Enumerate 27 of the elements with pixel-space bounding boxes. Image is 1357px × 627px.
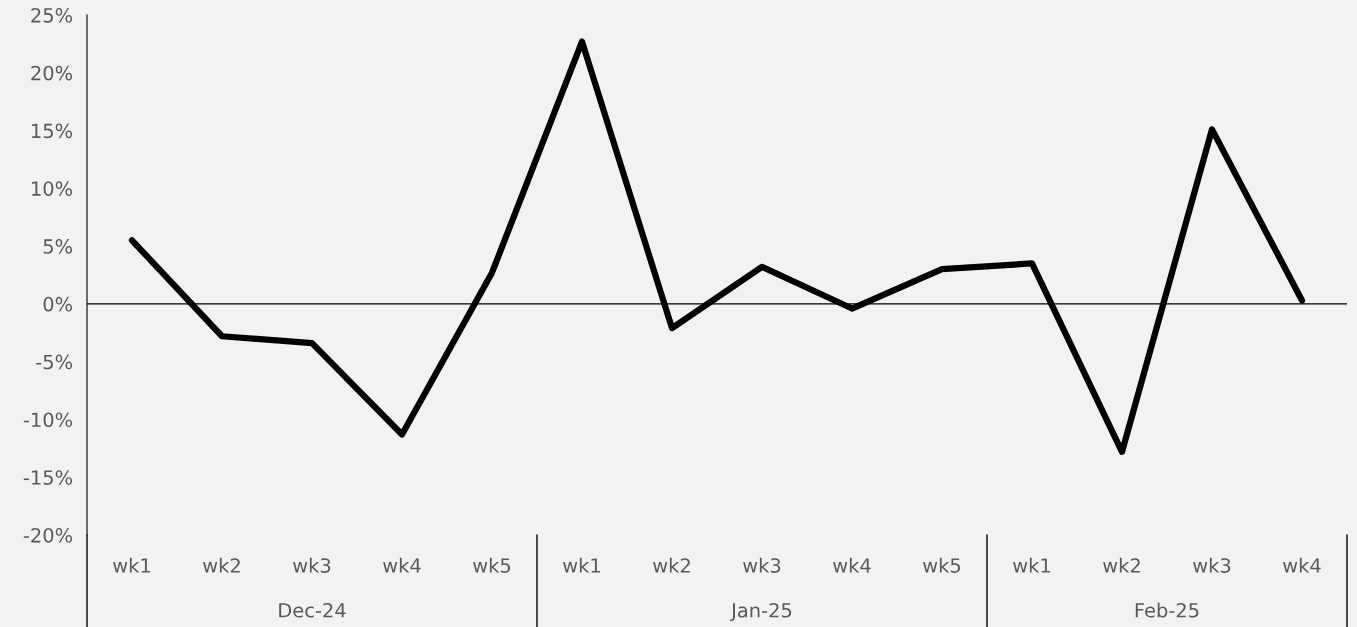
x-tick-label: wk5	[923, 557, 961, 573]
x-tick-label: wk1	[1013, 557, 1050, 573]
y-tick-label: 15%	[32, 123, 73, 139]
y-tick-label: -5%	[36, 354, 73, 370]
text: Jan-25	[730, 602, 792, 622]
y-tick-label: -15%	[23, 470, 73, 485]
x-tick-label: wk4	[383, 557, 421, 573]
x-tick-label: wk2	[203, 557, 240, 573]
x-tick-label: wk3	[743, 557, 781, 573]
text: Feb-25	[1135, 602, 1199, 618]
x-tick-label: wk3	[1193, 557, 1231, 573]
y-tick-label: -10%	[23, 412, 73, 428]
x-tick-label: wk5	[473, 557, 511, 573]
y-tick-label: 20%	[31, 65, 73, 81]
x-tick-label: wk4	[1283, 557, 1321, 573]
y-tick-label: 10%	[32, 181, 73, 196]
y-tick-label: -20%	[23, 527, 73, 543]
text: Dec-24	[279, 602, 346, 618]
x-tick-label: wk4	[833, 557, 871, 573]
y-tick-label: 5%	[43, 239, 73, 254]
x-tick-label: wk1	[113, 557, 150, 573]
y-tick-label: 25%	[31, 7, 73, 23]
x-tick-label: wk3	[293, 557, 331, 573]
x-tick-label: wk2	[653, 557, 690, 573]
x-tick-label: wk1	[563, 557, 600, 573]
y-tick-label: 0%	[43, 296, 73, 312]
x-tick-label: wk2	[1103, 557, 1140, 573]
